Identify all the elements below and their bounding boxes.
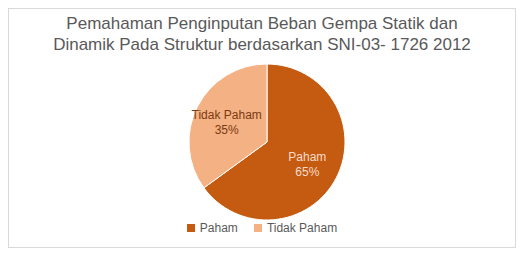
html-text:Pemahaman Penginputan Beban Ge: Pemahaman Penginputan Beban Gempa Statik… [53, 14, 471, 54]
svg-text:Paham65%: Paham65% [288, 150, 326, 179]
html-text:Tidak Paham: Tidak Paham [266, 221, 338, 235]
html-text:Paham: Paham [199, 221, 238, 235]
svg-text:Tidak Paham35%: Tidak Paham35% [192, 108, 262, 137]
